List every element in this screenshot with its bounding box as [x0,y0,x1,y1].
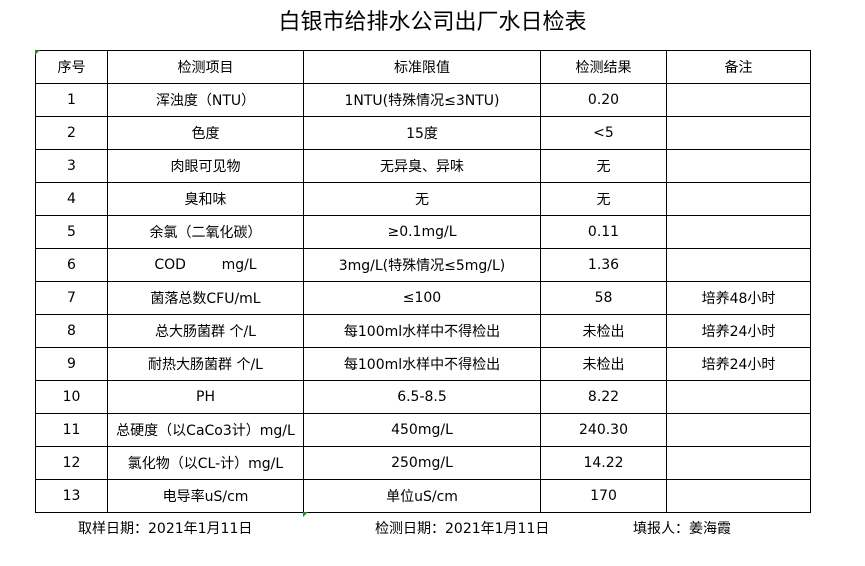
test-date: 检测日期：2021年1月11日 [375,521,550,537]
index-cell: 8 [35,314,108,348]
item-cell: 总大肠菌群 个/L [107,314,304,348]
index-cell: 6 [35,248,108,282]
index-cell: 1 [35,83,108,117]
inspection-table: 序号 检测项目 标准限值 检测结果 备注 1 浑浊度（NTU） 1NTU(特殊情况≤3NTU)… [35,50,811,513]
empty-cell [666,380,811,414]
standard-cell: 每100ml水样中不得检出 [303,347,541,381]
result-cell: 14.22 [540,446,667,480]
standard-cell: ≥0.1mg/L [303,215,541,249]
table-row: 12 氯化物（以CL-计）mg/L 250mg/L 14.22 [35,446,811,480]
empty-cell [666,182,811,216]
remark-cell: 培养48小时 [666,281,811,315]
standard-cell: 无 [303,182,541,216]
result-cell: 240.30 [540,413,667,447]
table-row: 8 总大肠菌群 个/L 每100ml水样中不得检出 未检出 培养24小时 [35,314,811,348]
standard-cell: 6.5-8.5 [303,380,541,414]
title: 白银市给排水公司出厂水日检表 [278,10,587,35]
result-cell: 58 [540,281,667,315]
result-cell: 0.11 [540,215,667,249]
empty-cell [666,248,811,282]
standard-cell: 单位uS/cm [303,479,541,513]
index-cell: 11 [35,413,108,447]
result-cell: 检测结果 [540,50,667,84]
standard-cell: 450mg/L [303,413,541,447]
result-cell: 无 [540,149,667,183]
sample-date: 取样日期：2021年1月11日 [78,521,253,537]
table-row: 序号 检测项目 标准限值 检测结果 备注 [35,50,811,84]
item-cell: PH [107,380,304,414]
table-row: 9 耐热大肠菌群 个/L 每100ml水样中不得检出 未检出 培养24小时 [35,347,811,381]
item-cell: 余氯（二氧化碳） [107,215,304,249]
standard-cell: 3mg/L(特殊情况≤5mg/L) [303,248,541,282]
standard-cell: 标准限值 [303,50,541,84]
table-row: 1 浑浊度（NTU） 1NTU(特殊情况≤3NTU) 0.20 [35,83,811,117]
index-cell: 10 [35,380,108,414]
item-cell: 臭和味 [107,182,304,216]
table-row: 2 色度 15度 <5 [35,116,811,150]
item-cell: 浑浊度（NTU） [107,83,304,117]
result-cell: 8.22 [540,380,667,414]
result-cell: <5 [540,116,667,150]
index-cell: 7 [35,281,108,315]
item-cell: 色度 [107,116,304,150]
cell-marker [35,50,40,55]
empty-cell [666,83,811,117]
standard-cell: 1NTU(特殊情况≤3NTU) [303,83,541,117]
table-row: 3 肉眼可见物 无异臭、异味无 [35,149,811,183]
item-cell: 氯化物（以CL-计）mg/L [107,446,304,480]
table-row: 10 PH 6.5-8.5 8.22 [35,380,811,414]
table-row: 6 COD mg/L 3mg/L(特殊情况≤5mg/L) 1.36 [35,248,811,282]
standard-cell: 15度 [303,116,541,150]
item-cell: 菌落总数CFU/mL [107,281,304,315]
table-row: 7 菌落总数CFU/mL ≤100 58 培养48小时 [35,281,811,315]
index-cell: 13 [35,479,108,513]
item-cell: 肉眼可见物 [107,149,304,183]
table-row: 11 总硬度（以CaCo3计）mg/L 450mg/L 240.30 [35,413,811,447]
item-cell: COD mg/L [107,248,304,282]
reporter: 填报人：姜海霞 [633,521,731,537]
index-cell: 9 [35,347,108,381]
result-cell: 0.20 [540,83,667,117]
remark-cell: 备注 [666,50,811,84]
result-cell: 无 [540,182,667,216]
remark-cell: 培养24小时 [666,347,811,381]
empty-cell [666,149,811,183]
empty-cell [666,215,811,249]
remark-cell: 培养24小时 [666,314,811,348]
index-cell: 序号 [35,50,108,84]
table-row: 4 臭和味无无 [35,182,811,216]
standard-cell: 250mg/L [303,446,541,480]
index-cell: 2 [35,116,108,150]
empty-cell [666,116,811,150]
standard-cell: ≤100 [303,281,541,315]
item-cell: 电导率uS/cm [107,479,304,513]
index-cell: 5 [35,215,108,249]
empty-cell [666,446,811,480]
standard-cell: 无异臭、异味 [303,149,541,183]
result-cell: 未检出 [540,314,667,348]
item-cell: 检测项目 [107,50,304,84]
empty-cell [666,479,811,513]
result-cell: 170 [540,479,667,513]
standard-cell: 每100ml水样中不得检出 [303,314,541,348]
empty-cell [666,413,811,447]
index-cell: 3 [35,149,108,183]
table-row: 5 余氯（二氧化碳） ≥0.1mg/L 0.11 [35,215,811,249]
result-cell: 未检出 [540,347,667,381]
result-cell: 1.36 [540,248,667,282]
cell-marker [303,512,308,517]
table-row: 13 电导率uS/cm 单位uS/cm 170 [35,479,811,513]
item-cell: 耐热大肠菌群 个/L [107,347,304,381]
index-cell: 12 [35,446,108,480]
index-cell: 4 [35,182,108,216]
item-cell: 总硬度（以CaCo3计）mg/L [107,413,304,447]
